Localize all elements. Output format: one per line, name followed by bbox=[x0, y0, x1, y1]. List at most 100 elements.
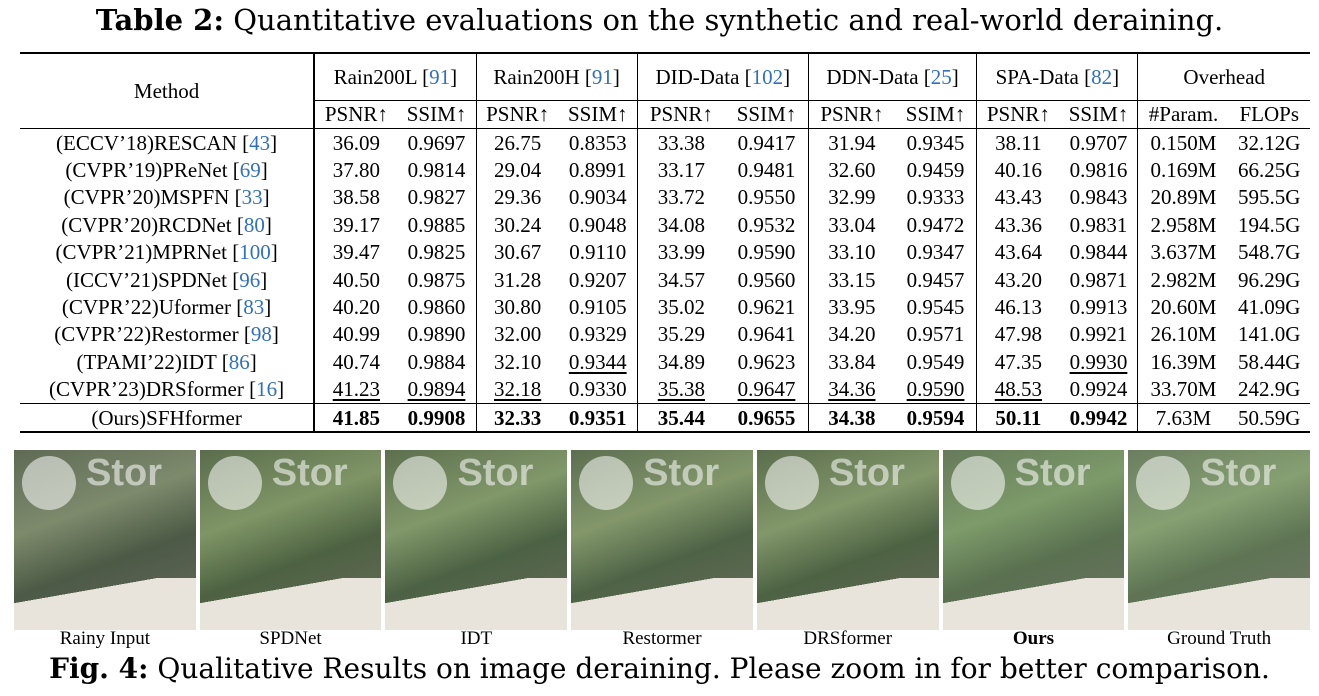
watermark-text: Stor bbox=[1014, 452, 1091, 494]
value-cell: 0.9590 bbox=[737, 240, 796, 265]
value-cell: 0.9825 bbox=[407, 240, 466, 265]
value-cell: 30.67 bbox=[475, 238, 559, 266]
value-cell: 40.74 bbox=[313, 348, 398, 376]
value-cell: 33.95 bbox=[807, 293, 895, 321]
psnr-header: PSNR↑ bbox=[313, 100, 398, 129]
value-cell: 96.29G bbox=[1238, 267, 1301, 292]
image-label: Ground Truth bbox=[1167, 628, 1272, 649]
value-cell: 33.84 bbox=[807, 348, 895, 376]
value-cell: 43.43 bbox=[976, 183, 1060, 212]
result-image: Stor bbox=[756, 450, 939, 630]
method-cell: (CVPR’20)RCDNet [80] bbox=[61, 212, 272, 237]
method-header: Method bbox=[20, 52, 315, 129]
result-image: Stor bbox=[14, 450, 196, 630]
value-cell: 43.36 bbox=[976, 211, 1060, 239]
image-label: Ours bbox=[1012, 628, 1055, 649]
value-cell: 0.9884 bbox=[407, 349, 466, 374]
value-cell: 20.60M bbox=[1137, 293, 1229, 321]
value-cell: 0.9707 bbox=[1069, 130, 1128, 155]
value-cell: 0.9549 bbox=[906, 349, 965, 374]
watermark-text: Stor bbox=[271, 452, 348, 494]
value-cell: 0.9894 bbox=[397, 375, 476, 404]
value-cell: 34.20 bbox=[807, 320, 895, 349]
value-cell: 0.8991 bbox=[568, 158, 627, 183]
value-cell: 0.9105 bbox=[568, 295, 627, 320]
value-cell: 242.9G bbox=[1228, 375, 1310, 404]
value-cell: 0.9921 bbox=[1069, 322, 1128, 347]
watermark-logo-icon bbox=[1136, 456, 1191, 510]
value-cell: 39.17 bbox=[313, 211, 398, 239]
value-cell: 0.9942 bbox=[1059, 403, 1138, 434]
value-cell: 50.11 bbox=[976, 403, 1060, 434]
value-cell: 34.38 bbox=[807, 403, 895, 434]
ssim-header: SSIM↑ bbox=[894, 100, 977, 129]
method-cell: (CVPR’23)DRSformer [16] bbox=[20, 375, 315, 404]
value-cell: 34.89 bbox=[636, 348, 726, 376]
value-cell: 40.99 bbox=[313, 320, 398, 349]
qualitative-figure: Stor Stor Stor Stor Stor Stor Stor bbox=[14, 450, 1311, 630]
table-caption-label: Table 2: bbox=[95, 3, 225, 37]
value-cell: 0.9351 bbox=[558, 403, 638, 434]
value-cell: 0.9459 bbox=[906, 158, 965, 183]
figure-labels: Rainy Input SPDNet IDT Restormer DRSformer Ou… bbox=[14, 628, 1310, 650]
value-cell: 0.9816 bbox=[1069, 158, 1128, 183]
dataset-header: DID-Data [102] bbox=[636, 52, 809, 101]
value-cell: 0.9875 bbox=[407, 267, 466, 292]
value-cell: 0.9924 bbox=[1059, 375, 1138, 404]
value-cell: 35.29 bbox=[636, 320, 726, 349]
method-cell: (CVPR’22)Restormer [98] bbox=[54, 322, 279, 347]
ssim-header: SSIM↑ bbox=[558, 100, 638, 129]
value-cell: 66.25G bbox=[1238, 158, 1301, 183]
value-cell: 32.18 bbox=[475, 375, 559, 404]
value-cell: 33.04 bbox=[807, 211, 895, 239]
table-caption-text: Quantitative evaluations on the syntheti… bbox=[224, 3, 1224, 37]
method-cell: (CVPR’21)MPRNet [100] bbox=[55, 240, 278, 265]
value-cell: 0.9871 bbox=[1069, 267, 1128, 292]
value-cell: 0.169M bbox=[1137, 156, 1229, 184]
value-cell: 0.9890 bbox=[407, 322, 466, 347]
value-cell: 0.9344 bbox=[568, 349, 627, 374]
value-cell: 30.80 bbox=[475, 293, 559, 321]
psnr-header: PSNR↑ bbox=[636, 100, 726, 129]
value-cell: 0.9457 bbox=[906, 267, 965, 292]
value-cell: 50.59G bbox=[1228, 403, 1310, 434]
value-cell: 548.7G bbox=[1238, 240, 1301, 265]
image-label: Rainy Input bbox=[59, 628, 150, 649]
value-cell: 32.00 bbox=[475, 320, 559, 349]
value-cell: 32.99 bbox=[807, 183, 895, 212]
result-image: Stor bbox=[571, 450, 753, 630]
value-cell: 0.9333 bbox=[906, 185, 965, 210]
value-cell: 2.982M bbox=[1137, 265, 1229, 294]
ssim-header: SSIM↑ bbox=[397, 100, 476, 129]
figure-caption: Fig. 4: Qualitative Results on image der… bbox=[0, 652, 1319, 686]
value-cell: 0.9345 bbox=[906, 130, 965, 155]
value-cell: 20.89M bbox=[1137, 183, 1229, 212]
value-cell: 0.9814 bbox=[407, 158, 466, 183]
value-cell: 3.637M bbox=[1137, 238, 1229, 266]
value-cell: 141.0G bbox=[1238, 322, 1301, 347]
value-cell: 46.13 bbox=[976, 293, 1060, 321]
table-row: (ECCV’18)RESCAN [43] 36.09 0.9697 26.75 0.83… bbox=[20, 128, 1310, 157]
watermark-logo-icon bbox=[22, 456, 76, 510]
watermark-text: Stor bbox=[1200, 452, 1277, 494]
value-cell: 0.9417 bbox=[737, 130, 796, 155]
value-cell: 33.17 bbox=[636, 156, 726, 184]
value-cell: 0.9623 bbox=[737, 349, 796, 374]
method-cell: (ICCV’21)SPDNet [96] bbox=[65, 267, 268, 292]
value-cell: 48.53 bbox=[976, 375, 1060, 404]
value-cell: 41.09G bbox=[1238, 295, 1301, 320]
table-header-row: Method Rain200L [91] Rain200H [91] DID-D… bbox=[20, 52, 1310, 129]
value-cell: 34.57 bbox=[636, 265, 726, 294]
value-cell: 38.11 bbox=[976, 128, 1060, 157]
metric-header-row: PSNR↑ SSIM↑ PSNR↑ SSIM↑ PSNR↑ SSIM↑ PSNR… bbox=[20, 100, 1310, 129]
table-row: (CVPR’22)Restormer [98] 40.99 0.9890 32.00 0… bbox=[20, 320, 1310, 349]
result-image: Stor bbox=[199, 450, 382, 630]
result-image: Stor bbox=[1128, 450, 1311, 630]
value-cell: 33.99 bbox=[636, 238, 726, 266]
value-cell: 0.9472 bbox=[906, 212, 965, 237]
watermark-logo-icon bbox=[207, 456, 262, 510]
value-cell: 32.10 bbox=[475, 348, 559, 376]
table-row: (TPAMI’22)IDT [86] 40.74 0.9884 32.10 0.9344… bbox=[20, 348, 1310, 376]
value-cell: 26.10M bbox=[1137, 320, 1229, 349]
value-cell: 33.15 bbox=[807, 265, 895, 294]
